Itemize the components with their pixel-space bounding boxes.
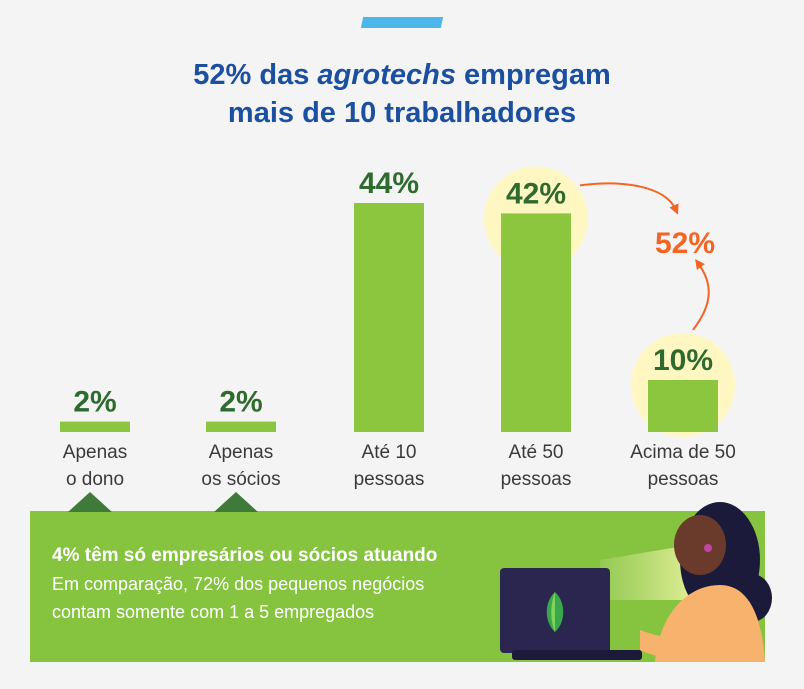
annotation-label: 52% [655, 227, 715, 260]
category-label: Acima de 50 [630, 442, 736, 463]
bar [206, 421, 276, 432]
bar [648, 379, 718, 432]
category-label: Até 10 [362, 442, 417, 463]
panel-headline: 4% têm só empresários ou sócios atuando [52, 545, 438, 566]
panel-text: 4% têm só empresários ou sócios atuando … [52, 543, 522, 625]
value-label: 44% [359, 167, 419, 200]
panel-line-2: contam somente com 1 a 5 empregados [52, 602, 375, 622]
woman-face [674, 515, 726, 575]
category-label: pessoas [354, 469, 425, 490]
bar [354, 203, 424, 432]
title-emphasis: agrotechs [317, 59, 456, 91]
value-label: 2% [73, 386, 116, 419]
bar [60, 421, 130, 432]
category-label: o dono [66, 469, 124, 490]
annotation-arrow-up [692, 258, 710, 331]
category-label: Apenas [63, 442, 127, 463]
category-label: Até 50 [509, 442, 564, 463]
value-label: 10% [653, 344, 713, 377]
panel-line-1: Em comparação, 72% dos pequenos negócios [52, 574, 425, 594]
value-label: 42% [506, 177, 566, 210]
woman-arm [640, 630, 705, 658]
pointer-triangle [214, 492, 258, 512]
illustration-woman-laptop [500, 502, 772, 662]
pointer-triangle [68, 492, 112, 512]
bar [501, 213, 571, 432]
earring-icon [704, 544, 712, 552]
category-label: Apenas [209, 442, 273, 463]
category-label: pessoas [648, 469, 719, 490]
screen-light-beam [600, 545, 690, 600]
laptop-base [512, 650, 642, 660]
page-title: 52% das agrotechs empregam mais de 10 tr… [193, 59, 611, 129]
value-label: 2% [219, 386, 262, 419]
category-label: os sócios [201, 469, 280, 490]
annotation-arrow-down [579, 182, 679, 215]
category-label: pessoas [501, 469, 572, 490]
